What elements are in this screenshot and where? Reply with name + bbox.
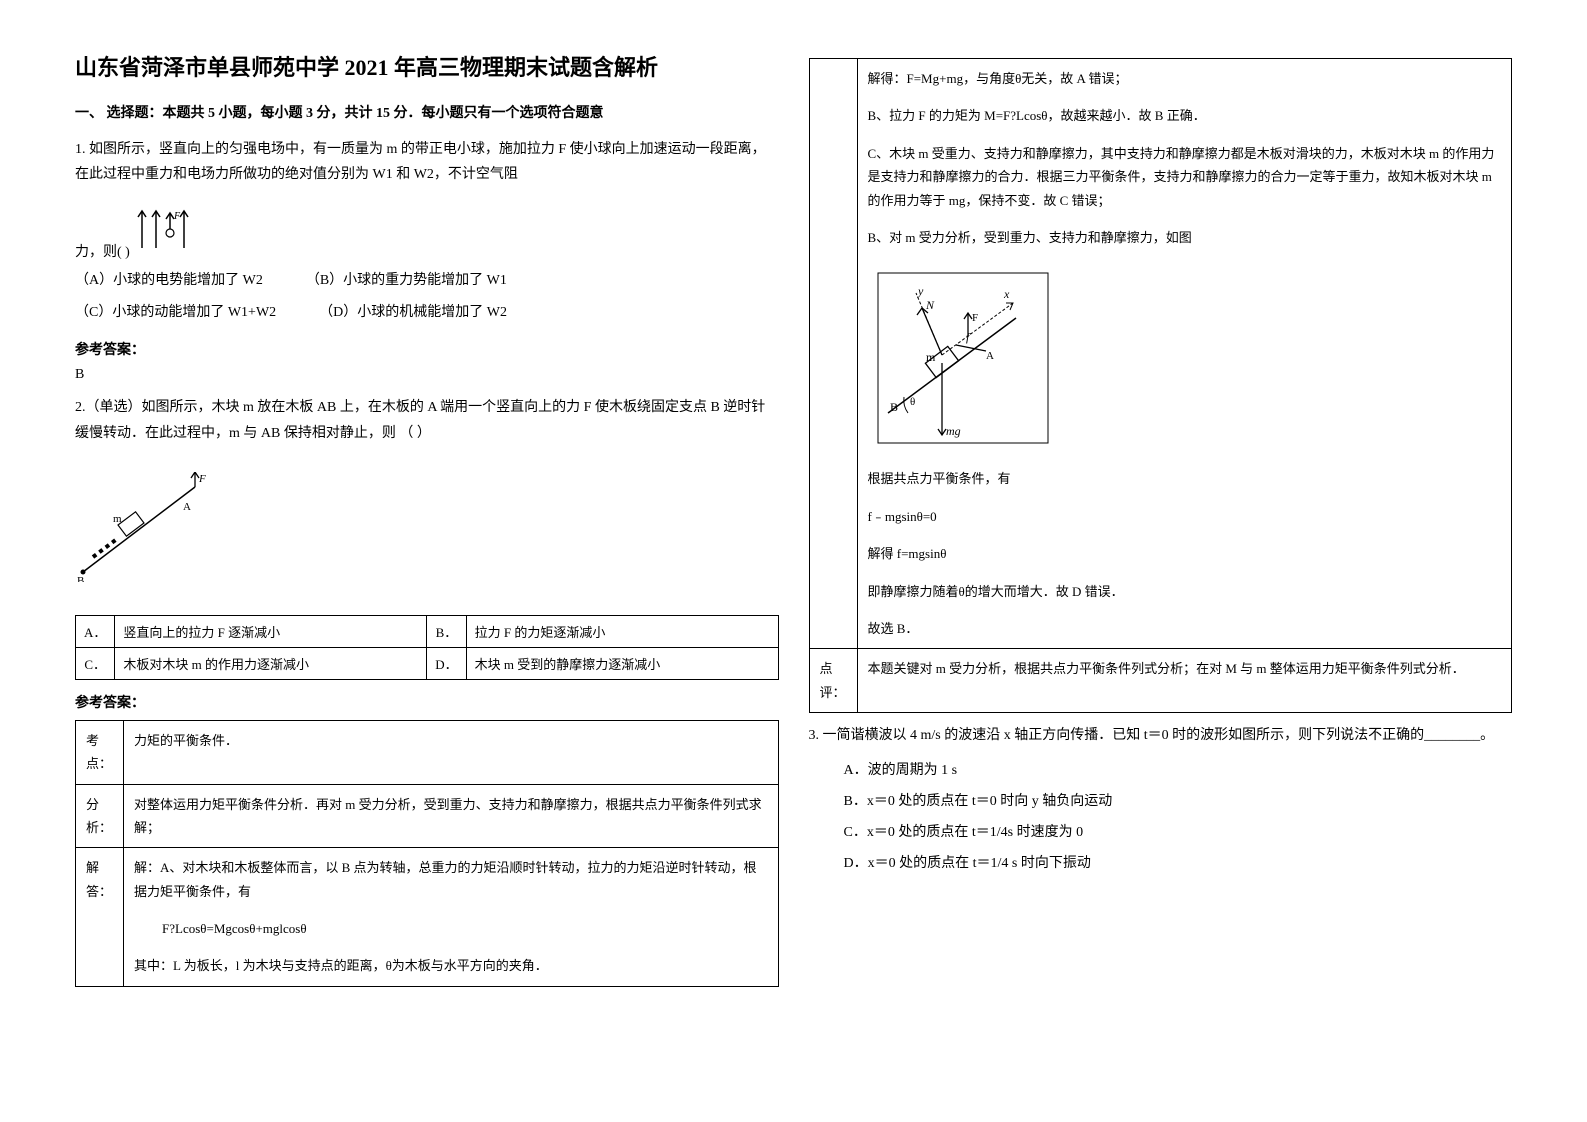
svg-text:θ: θ xyxy=(910,396,915,408)
rb-p2: B、拉力 F 的力矩为 M=F?Lcosθ，故越来越小．故 B 正确． xyxy=(868,104,1502,127)
q1-answer: B xyxy=(75,367,779,383)
q3-opt-c: C．x＝0 处的质点在 t＝1/4s 时速度为 0 xyxy=(844,818,1513,849)
jieda-label: 解答： xyxy=(76,848,124,987)
right-box-cell: 解得：F=Mg+mg，与角度θ无关，故 A 错误； B、拉力 F 的力矩为 M=… xyxy=(857,59,1512,649)
table-row: 解答： 解：A、对木块和木板整体而言，以 B 点为转轴，总重力的力矩沿顺时针转动… xyxy=(76,848,779,987)
kaodian-text: 力矩的平衡条件． xyxy=(124,720,779,784)
opt-c-label: C． xyxy=(76,647,115,679)
q3-opt-d: D．x＝0 处的质点在 t＝1/4 s 时向下振动 xyxy=(844,849,1513,880)
q3-opt-b: B．x＝0 处的质点在 t＝0 时向 y 轴负向运动 xyxy=(844,787,1513,818)
rb-p5: 根据共点力平衡条件，有 xyxy=(868,467,1502,490)
rb-p4: B、对 m 受力分析，受到重力、支持力和静摩擦力，如图 xyxy=(868,226,1502,249)
table-row: 考点： 力矩的平衡条件． xyxy=(76,720,779,784)
rb-eq2: 解得 f=mgsinθ xyxy=(868,542,1502,565)
q3-opt-a: A．波的周期为 1 s xyxy=(844,756,1513,787)
opt-a-label: A． xyxy=(76,615,115,647)
dianping-text: 本题关键对 m 受力分析，根据共点力平衡条件列式分析；在对 M 与 m 整体运用… xyxy=(857,649,1512,713)
q2-answer-label: 参考答案： xyxy=(75,692,779,712)
svg-text:x: x xyxy=(1003,287,1010,301)
q1-opt-a: （A）小球的电势能增加了 W2 xyxy=(75,273,263,288)
fenxi-label: 分析： xyxy=(76,784,124,848)
q1-opt-c: （C）小球的动能增加了 W1+W2 xyxy=(75,305,276,320)
rb-p7: 故选 B． xyxy=(868,617,1502,640)
rb-p6: 即静摩擦力随着θ的增大而增大．故 D 错误． xyxy=(868,580,1502,603)
opt-d-text: 木块 m 受到的静摩擦力逐渐减小 xyxy=(466,647,778,679)
svg-text:F: F xyxy=(972,312,978,324)
svg-text:A: A xyxy=(986,350,994,362)
table-row: 分析： 对整体运用力矩平衡条件分析．再对 m 受力分析，受到重力、支持力和静摩擦… xyxy=(76,784,779,848)
svg-text:B: B xyxy=(890,400,898,414)
q1-stem: 1. 如图所示，竖直向上的匀强电场中，有一质量为 m 的带正电小球，施加拉力 F… xyxy=(75,137,779,187)
page-right: 解得：F=Mg+mg，与角度θ无关，故 A 错误； B、拉力 F 的力矩为 M=… xyxy=(794,50,1528,1072)
page-left: 山东省菏泽市单县师苑中学 2021 年高三物理期末试题含解析 一、 选择题：本题… xyxy=(60,50,794,1072)
q1-stem-tail: 力，则( ) xyxy=(75,241,130,261)
opt-d-label: D． xyxy=(427,647,466,679)
svg-text:B: B xyxy=(77,575,84,582)
q1-line-cd: （C）小球的动能增加了 W1+W2 （D）小球的机械能增加了 W2 xyxy=(75,299,779,327)
svg-text:y: y xyxy=(917,284,924,298)
table-row: A． 竖直向上的拉力 F 逐渐减小 B． 拉力 F 的力矩逐渐减小 xyxy=(76,615,779,647)
q1-opt-d: （D）小球的机械能增加了 W2 xyxy=(319,305,507,320)
q1-opt-b: （B）小球的重力势能增加了 W1 xyxy=(306,273,507,288)
svg-text:f: f xyxy=(966,330,971,344)
rb-eq1: f﹣mgsinθ=0 xyxy=(868,505,1502,528)
opt-a-text: 竖直向上的拉力 F 逐渐减小 xyxy=(115,615,427,647)
q2-stem: 2.（单选）如图所示，木块 m 放在木板 AB 上，在木板的 A 端用一个竖直向… xyxy=(75,395,779,445)
q1-answer-label: 参考答案： xyxy=(75,339,779,359)
empty-label xyxy=(809,59,857,649)
force-diagram: m B N y x xyxy=(868,263,1502,453)
document-title: 山东省菏泽市单县师苑中学 2021 年高三物理期末试题含解析 xyxy=(75,50,779,82)
q3-options: A．波的周期为 1 s B．x＝0 处的质点在 t＝0 时向 y 轴负向运动 C… xyxy=(809,756,1513,879)
svg-text:mg: mg xyxy=(946,424,961,438)
rb-p3: C、木块 m 受重力、支持力和静摩擦力，其中支持力和静摩擦力都是木板对滑块的力，… xyxy=(868,142,1502,212)
svg-text:N: N xyxy=(925,298,935,312)
jieda-eq: F?Lcosθ=Mgcosθ+mglcosθ xyxy=(134,917,768,940)
q2-analysis-table: 考点： 力矩的平衡条件． 分析： 对整体运用力矩平衡条件分析．再对 m 受力分析… xyxy=(75,720,779,987)
q1-line-ab: （A）小球的电势能增加了 W2 （B）小球的重力势能增加了 W1 xyxy=(75,267,779,295)
opt-b-text: 拉力 F 的力矩逐渐减小 xyxy=(466,615,778,647)
q2-board-diagram: m B A F xyxy=(75,472,225,582)
right-continuation-table: 解得：F=Mg+mg，与角度θ无关，故 A 错误； B、拉力 F 的力矩为 M=… xyxy=(809,58,1513,713)
svg-text:A: A xyxy=(183,501,191,513)
rb-p1: 解得：F=Mg+mg，与角度θ无关，故 A 错误； xyxy=(868,67,1502,90)
svg-text:m: m xyxy=(113,513,122,525)
kaodian-label: 考点： xyxy=(76,720,124,784)
fenxi-text: 对整体运用力矩平衡条件分析．再对 m 受力分析，受到重力、支持力和静摩擦力，根据… xyxy=(124,784,779,848)
jieda-cell: 解：A、对木块和木板整体而言，以 B 点为转轴，总重力的力矩沿顺时针转动，拉力的… xyxy=(124,848,779,987)
svg-text:F: F xyxy=(198,473,206,485)
jieda-p1: 解：A、对木块和木板整体而言，以 B 点为转轴，总重力的力矩沿顺时针转动，拉力的… xyxy=(134,856,768,903)
opt-c-text: 木板对木块 m 的作用力逐渐减小 xyxy=(115,647,427,679)
table-row: 点评： 本题关键对 m 受力分析，根据共点力平衡条件列式分析；在对 M 与 m … xyxy=(809,649,1512,713)
opt-b-label: B． xyxy=(427,615,466,647)
q3-stem: 3. 一简谐横波以 4 m/s 的波速沿 x 轴正方向传播．已知 t＝0 时的波… xyxy=(809,723,1513,748)
dianping-label: 点评： xyxy=(809,649,857,713)
q1-field-diagram: F xyxy=(130,203,200,253)
jieda-p2: 其中：L 为板长，l 为木块与支持点的距离，θ为木板与水平方向的夹角． xyxy=(134,954,768,977)
q1-stem-tail-row: 力，则( ) F xyxy=(75,195,779,261)
svg-text:m: m xyxy=(926,350,936,364)
section-1-heading: 一、 选择题：本题共 5 小题，每小题 3 分，共计 15 分．每小题只有一个选… xyxy=(75,102,779,122)
table-row: C． 木板对木块 m 的作用力逐渐减小 D． 木块 m 受到的静摩擦力逐渐减小 xyxy=(76,647,779,679)
svg-text:F: F xyxy=(173,211,181,222)
table-row: 解得：F=Mg+mg，与角度θ无关，故 A 错误； B、拉力 F 的力矩为 M=… xyxy=(809,59,1512,649)
q2-options-table: A． 竖直向上的拉力 F 逐渐减小 B． 拉力 F 的力矩逐渐减小 C． 木板对… xyxy=(75,615,779,680)
